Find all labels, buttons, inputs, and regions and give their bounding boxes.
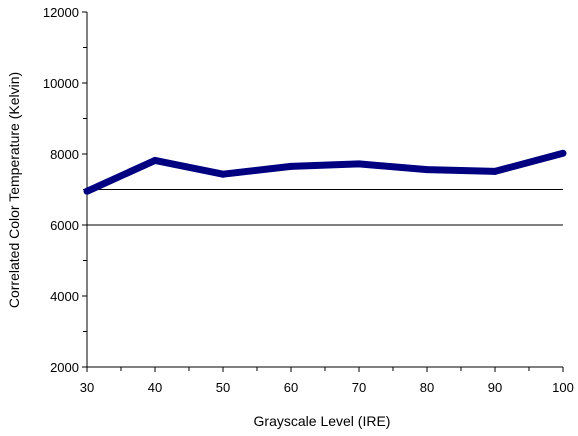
data-point <box>491 167 499 175</box>
x-axis-title: Grayscale Level (IRE) <box>254 413 391 429</box>
y-tick-label: 4000 <box>50 289 79 304</box>
series-group <box>83 149 567 195</box>
reference-lines <box>87 189 563 226</box>
x-tick-label: 90 <box>488 380 502 395</box>
data-point <box>287 162 295 170</box>
x-tick-label: 70 <box>352 380 366 395</box>
data-point <box>83 187 91 195</box>
y-axis-ticks: 2000 4000 6000 8000 10000 12000 <box>43 5 87 375</box>
x-tick-label: 60 <box>284 380 298 395</box>
x-axis-ticks: 30 40 50 60 70 80 90 100 <box>80 367 574 395</box>
data-point <box>151 156 159 164</box>
y-tick-label: 8000 <box>50 147 79 162</box>
series-line <box>85 149 564 195</box>
x-tick-label: 80 <box>420 380 434 395</box>
y-tick-label: 12000 <box>43 5 79 20</box>
data-point <box>559 149 567 157</box>
x-tick-label: 100 <box>552 380 574 395</box>
data-point <box>423 166 431 174</box>
x-tick-label: 40 <box>148 380 162 395</box>
x-tick-label: 50 <box>216 380 230 395</box>
data-point <box>219 170 227 178</box>
y-axis-title: Correlated Color Temperature (Kelvin) <box>6 72 22 308</box>
x-tick-label: 30 <box>80 380 94 395</box>
y-tick-label: 10000 <box>43 76 79 91</box>
data-point <box>355 160 363 168</box>
y-tick-label: 2000 <box>50 360 79 375</box>
y-tick-label: 6000 <box>50 218 79 233</box>
